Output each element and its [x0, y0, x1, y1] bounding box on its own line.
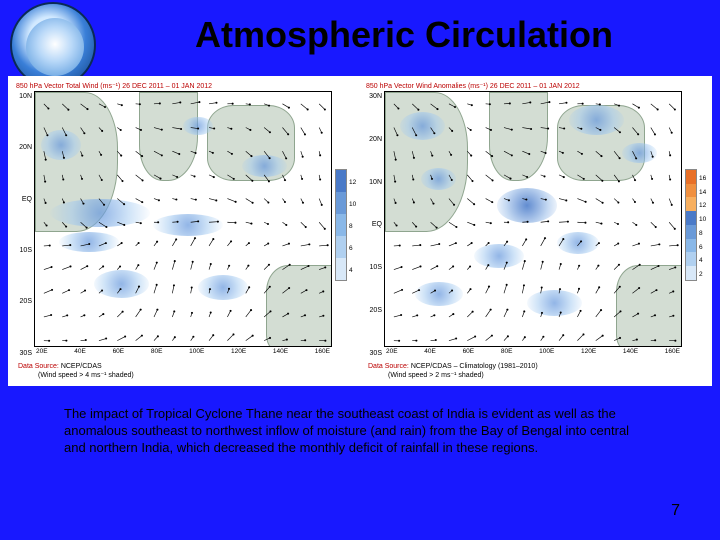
legend-swatch — [686, 239, 696, 253]
charts-container: 850 hPa Vector Total Wind (ms⁻¹) 26 DEC … — [8, 76, 712, 386]
legend-swatch — [686, 170, 696, 184]
axis-tick: 10N — [362, 179, 382, 186]
legend-swatch — [336, 258, 346, 280]
legend-swatch — [686, 266, 696, 280]
slide-caption: The impact of Tropical Cyclone Thane nea… — [64, 406, 630, 457]
legend-left: 12 10 8 6 4 — [332, 91, 358, 359]
axis-tick: 140E — [623, 348, 638, 359]
chart-panel-right: 850 hPa Vector Wind Anomalies (ms⁻¹) 26 … — [362, 80, 708, 382]
legend-swatch — [686, 225, 696, 239]
legend-value: 6 — [699, 244, 706, 251]
axis-tick: 30S — [362, 350, 382, 357]
legend-value: 4 — [349, 267, 356, 274]
legend-value: 6 — [349, 245, 356, 252]
axis-tick: 10N — [12, 93, 32, 100]
legend-swatch — [686, 252, 696, 266]
axis-tick: 160E — [315, 348, 330, 359]
legend-swatch — [686, 184, 696, 198]
axis-tick: 140E — [273, 348, 288, 359]
axis-tick: 40E — [74, 348, 86, 359]
slide-title: Atmospheric Circulation — [108, 14, 700, 56]
chart-title-right: 850 hPa Vector Wind Anomalies (ms⁻¹) 26 … — [362, 80, 708, 91]
axis-tick: 20S — [362, 307, 382, 314]
chart-title-left: 850 hPa Vector Total Wind (ms⁻¹) 26 DEC … — [12, 80, 358, 91]
data-source-left: Data Source: NCEP/CDAS (Wind speed > 4 m… — [12, 359, 358, 382]
axis-tick: 10S — [12, 247, 32, 254]
axis-tick: 20N — [12, 144, 32, 151]
axis-tick: 60E — [463, 348, 475, 359]
axis-tick: 20N — [362, 136, 382, 143]
legend-swatch — [336, 214, 346, 236]
axis-tick: 20E — [386, 348, 398, 359]
legend-swatch — [336, 192, 346, 214]
legend-swatch — [336, 236, 346, 258]
axis-tick: 20E — [36, 348, 48, 359]
axis-tick: 20S — [12, 298, 32, 305]
legend-value: 16 — [699, 175, 706, 182]
x-axis-right: 20E 40E 60E 80E 100E 120E 140E 160E — [384, 347, 682, 359]
axis-tick: 30N — [362, 93, 382, 100]
legend-value: 8 — [699, 230, 706, 237]
axis-tick: 160E — [665, 348, 680, 359]
chart-panel-left: 850 hPa Vector Total Wind (ms⁻¹) 26 DEC … — [12, 80, 358, 382]
legend-right: 16 14 12 10 8 6 4 2 — [682, 91, 708, 359]
legend-value: 14 — [699, 189, 706, 196]
axis-tick: 10S — [362, 264, 382, 271]
axis-tick: EQ — [362, 221, 382, 228]
x-axis-left: 20E 40E 60E 80E 100E 120E 140E 160E — [34, 347, 332, 359]
data-source-right: Data Source: NCEP/CDAS – Climatology (19… — [362, 359, 708, 382]
y-axis-left: 10N 20N EQ 10S 20S 30S — [12, 91, 34, 359]
legend-value: 8 — [349, 223, 356, 230]
axis-tick: 60E — [113, 348, 125, 359]
axis-tick: 120E — [231, 348, 246, 359]
legend-value: 10 — [349, 201, 356, 208]
page-number: 7 — [671, 502, 680, 520]
y-axis-right: 30N 20N 10N EQ 10S 20S 30S — [362, 91, 384, 359]
legend-value: 4 — [699, 257, 706, 264]
legend-swatch — [336, 170, 346, 192]
axis-tick: 100E — [539, 348, 554, 359]
axis-tick: 120E — [581, 348, 596, 359]
legend-value: 12 — [349, 179, 356, 186]
axis-tick: 100E — [189, 348, 204, 359]
legend-swatch — [686, 211, 696, 225]
legend-swatch — [686, 197, 696, 211]
legend-value: 12 — [699, 202, 706, 209]
axis-tick: 30S — [12, 350, 32, 357]
legend-value: 10 — [699, 216, 706, 223]
axis-tick: 80E — [501, 348, 513, 359]
axis-tick: 80E — [151, 348, 163, 359]
axis-tick: EQ — [12, 196, 32, 203]
plot-left — [34, 91, 332, 347]
axis-tick: 40E — [424, 348, 436, 359]
plot-right — [384, 91, 682, 347]
legend-value: 2 — [699, 271, 706, 278]
